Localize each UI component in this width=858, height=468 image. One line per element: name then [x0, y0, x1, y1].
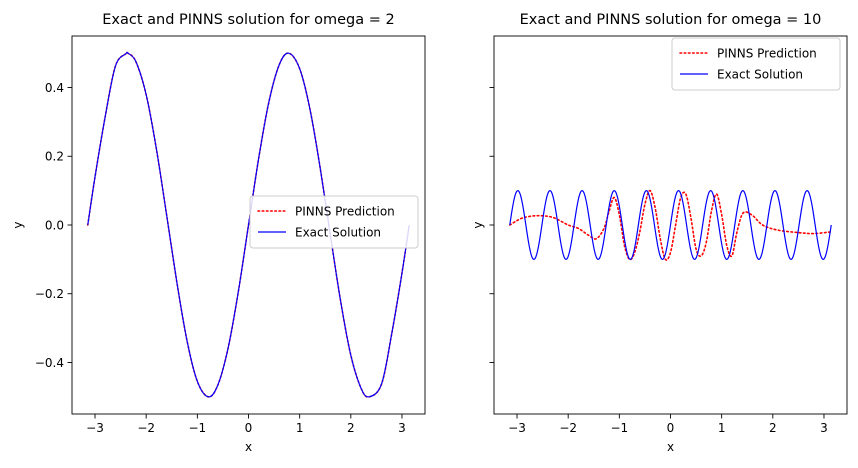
y-axis-label: y — [471, 221, 485, 228]
x-tick-label: 0 — [667, 421, 675, 435]
legend-label: Exact Solution — [717, 67, 803, 81]
x-tick-label: −1 — [188, 421, 206, 435]
x-tick-label: −2 — [137, 421, 155, 435]
x-tick-label: 2 — [347, 421, 355, 435]
legend-box — [671, 37, 841, 91]
legend-label: PINNS Prediction — [717, 46, 817, 60]
legend: PINNS Prediction Exact Solution — [671, 37, 841, 91]
chart-panel-1: Exact and PINNS solution for omega = 2 −3… — [11, 12, 426, 454]
x-tick-label: −2 — [559, 421, 577, 435]
legend-box — [249, 195, 419, 249]
x-tick-label: 1 — [718, 421, 726, 435]
legend: PINNS Prediction Exact Solution — [249, 195, 419, 249]
x-tick-label: 1 — [296, 421, 304, 435]
y-tick-label: −0.4 — [35, 356, 64, 370]
y-tick-label: 0.2 — [45, 150, 64, 164]
chart-title: Exact and PINNS solution for omega = 2 — [102, 12, 395, 28]
x-axis-label: x — [667, 440, 674, 454]
x-tick-label: 2 — [769, 421, 777, 435]
y-tick-label: 0.4 — [45, 81, 64, 95]
y-axis-label: y — [11, 221, 25, 228]
chart-title: Exact and PINNS solution for omega = 10 — [520, 12, 822, 28]
x-tick-label: 0 — [245, 421, 253, 435]
series-line-exact-solution — [509, 190, 832, 260]
x-axis-label: x — [245, 440, 252, 454]
series-line-pinns-prediction — [509, 189, 832, 261]
legend-label: Exact Solution — [295, 225, 381, 239]
y-tick-label: −0.2 — [35, 287, 64, 301]
x-tick-label: 3 — [398, 421, 406, 435]
x-tick-label: 3 — [820, 421, 828, 435]
x-tick-label: −1 — [610, 421, 628, 435]
series-line-exact-solution — [87, 51, 410, 398]
legend-label: PINNS Prediction — [295, 204, 395, 218]
x-tick-label: −3 — [508, 421, 526, 435]
y-tick-label: 0.0 — [45, 218, 64, 232]
chart-panel-2: Exact and PINNS solution for omega = 10 −… — [471, 12, 848, 454]
x-tick-label: −3 — [86, 421, 104, 435]
